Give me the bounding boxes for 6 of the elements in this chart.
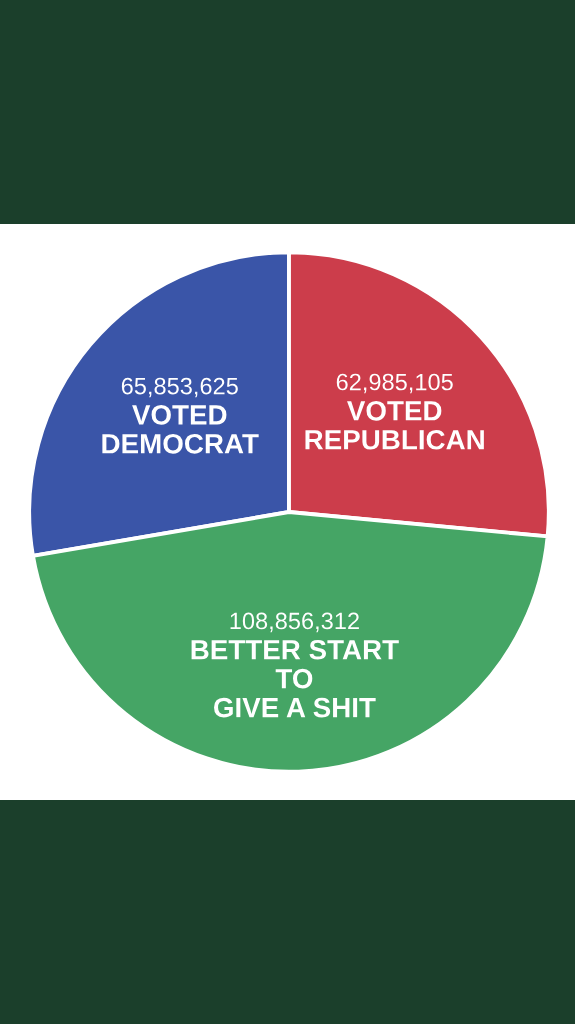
- data-label: 108,856,312: [230, 612, 359, 633]
- slice-label: BETTER START TO GIVE A SHIT: [191, 639, 399, 718]
- data-label: 65,853,625: [121, 377, 238, 398]
- data-label: 62,985,105: [336, 373, 453, 394]
- slice-label: VOTED REPUBLICAN: [305, 400, 484, 450]
- slice-label: VOTED DEMOCRAT: [102, 405, 259, 454]
